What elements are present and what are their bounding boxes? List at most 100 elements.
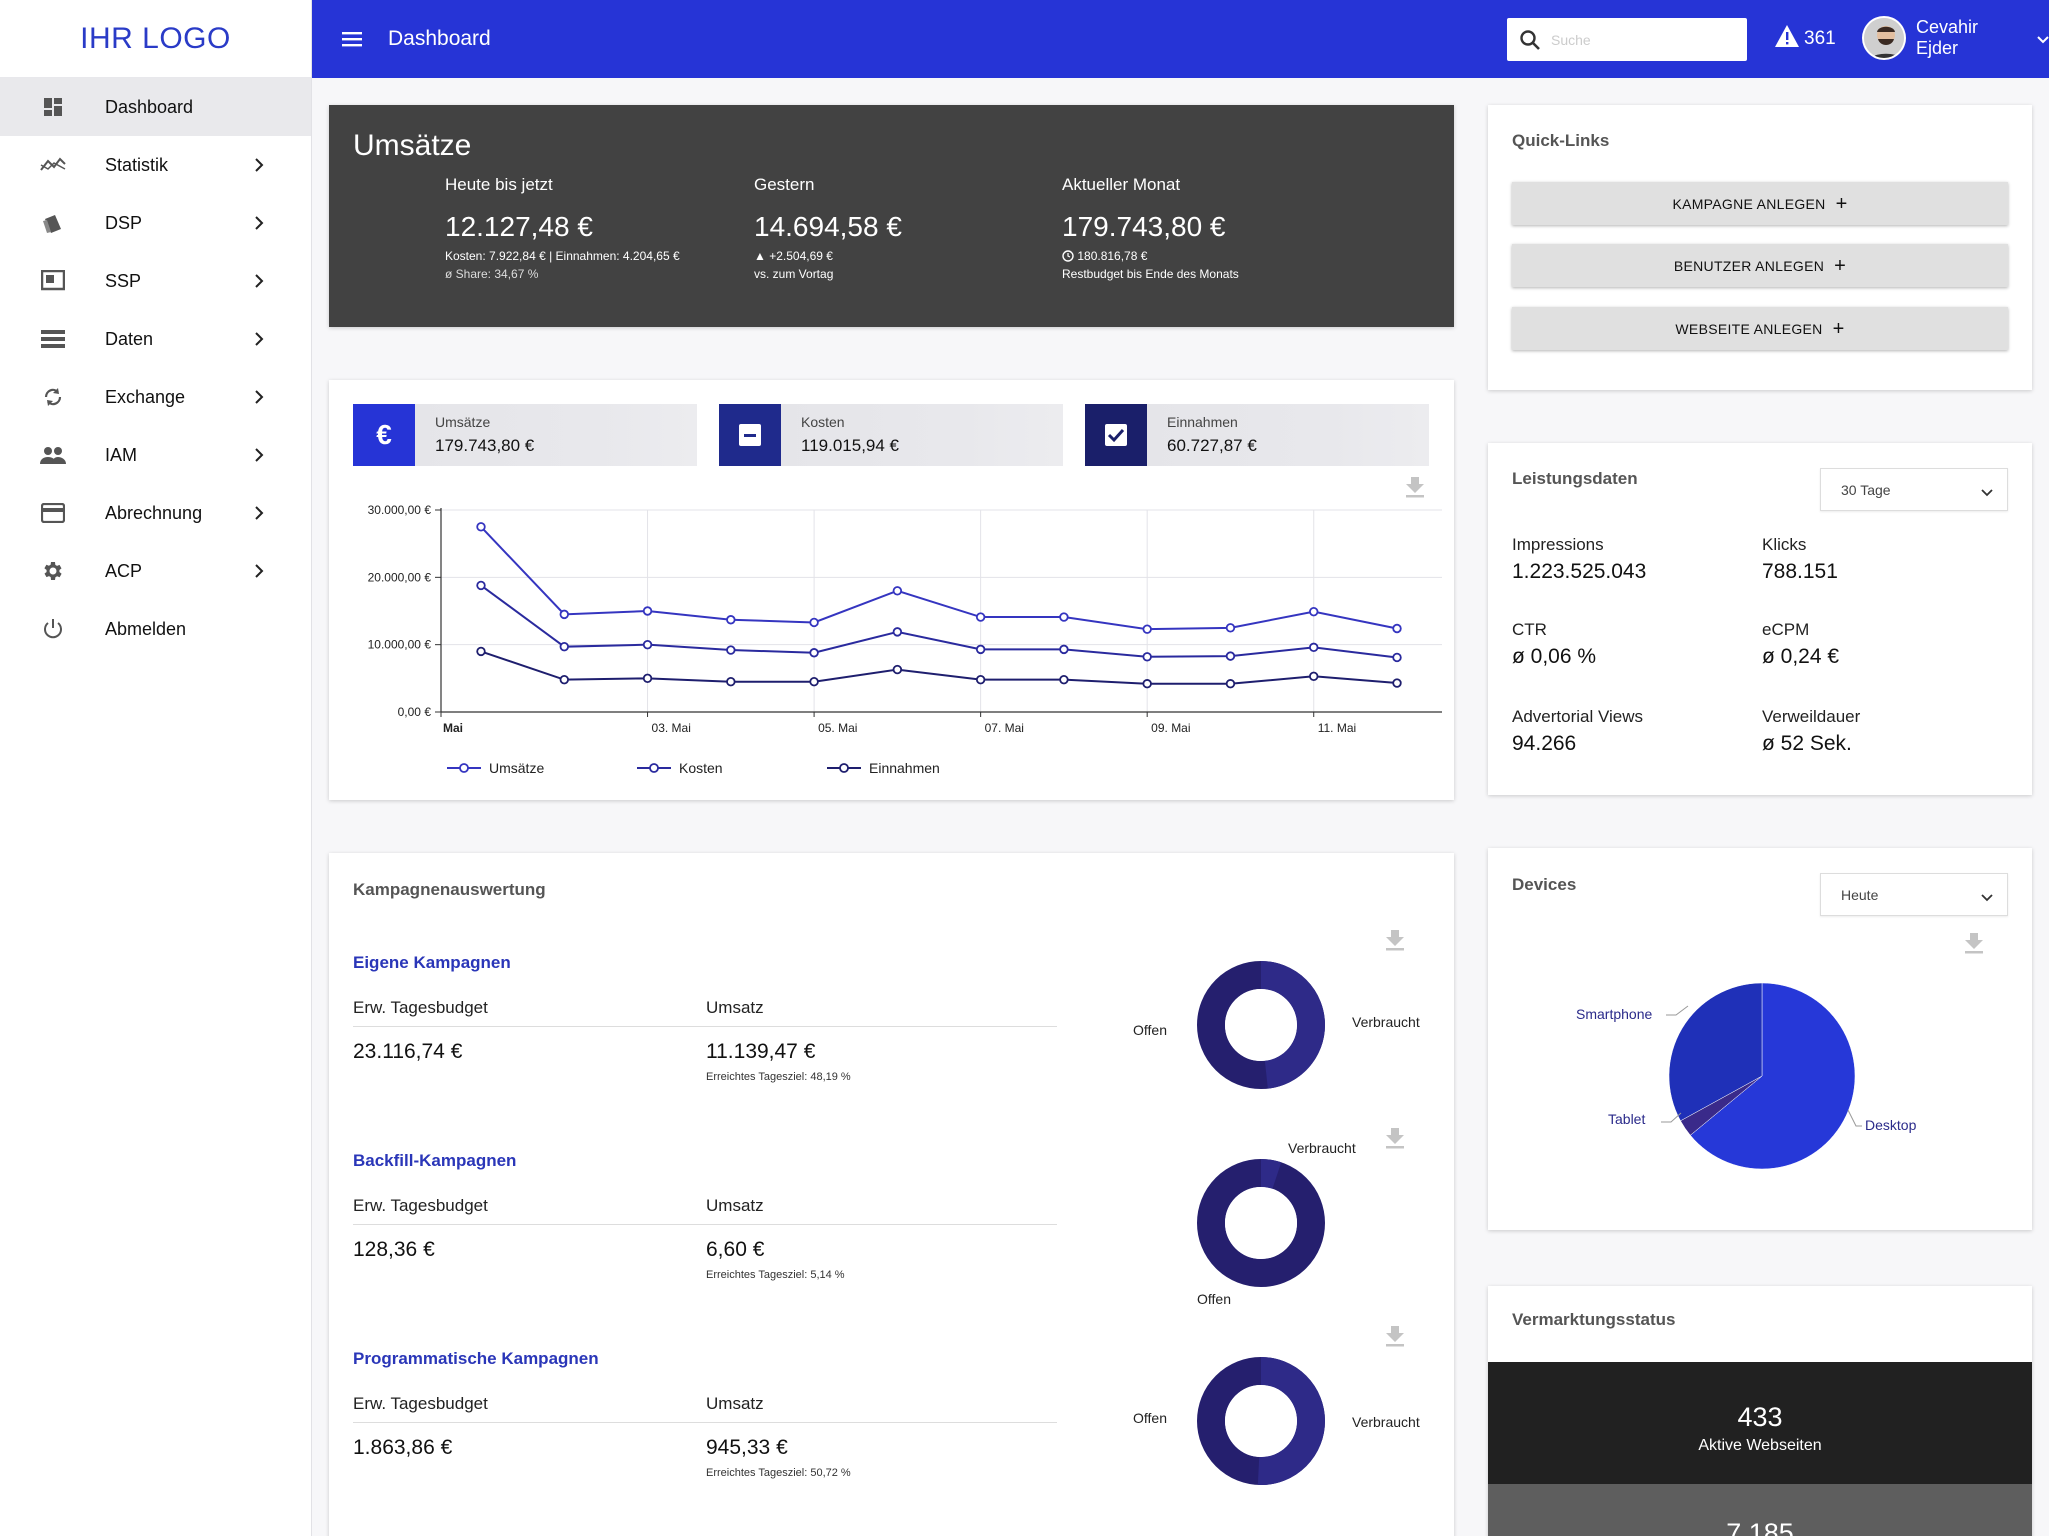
stat-sub: Restbudget bis Ende des Monats [1062, 267, 1239, 281]
warning-icon [1774, 24, 1804, 54]
status-tile-2[interactable]: 7.185 [1488, 1484, 2032, 1536]
devices-range-select[interactable]: Heute [1820, 873, 2008, 916]
data-point[interactable] [559, 609, 569, 620]
logo[interactable]: IHR LOGO [0, 0, 311, 78]
card-title: Quick-Links [1512, 131, 1610, 150]
data-point[interactable] [642, 639, 653, 650]
legend-label[interactable]: Kosten [679, 760, 723, 776]
data-point[interactable] [1225, 623, 1236, 633]
data-point[interactable] [1059, 612, 1069, 622]
data-point[interactable] [1309, 642, 1319, 653]
kpi-umsaetze[interactable]: € Umsätze 179.743,80 € [353, 404, 697, 466]
data-point[interactable] [809, 648, 819, 658]
data-point[interactable] [1392, 678, 1402, 688]
metric-value: 94.266 [1512, 732, 1577, 755]
webseite-anlegen-button[interactable]: WEBSEITE ANLEGEN + [1512, 307, 2008, 350]
sidebar-item-ssp[interactable]: SSP [0, 252, 311, 310]
cards-icon [40, 210, 66, 236]
data-point[interactable] [642, 606, 653, 616]
vermarktungsstatus-card: Vermarktungsstatus 433 Aktive Webseiten … [1488, 1286, 2032, 1536]
x-tick-label: 09. Mai [1151, 721, 1190, 735]
data-point[interactable] [975, 612, 986, 622]
divider [353, 1224, 1057, 1225]
kpi-einnahmen[interactable]: Einnahmen 60.727,87 € [1085, 404, 1429, 466]
pie-slice-smartphone[interactable] [1668, 982, 1763, 1122]
sidebar-item-daten[interactable]: Daten [0, 310, 311, 368]
data-point[interactable] [559, 641, 569, 652]
data-point[interactable] [1309, 671, 1319, 682]
download-icon[interactable] [1964, 932, 1984, 954]
search-box[interactable] [1507, 18, 1747, 61]
donut-verbraucht-slice[interactable] [1197, 1159, 1325, 1287]
chevron-right-icon [252, 274, 266, 288]
donut-chart-programmatisch [1197, 1357, 1325, 1485]
download-icon[interactable] [1385, 1325, 1405, 1347]
campaign-title[interactable]: Eigene Kampagnen [353, 953, 511, 972]
kpi-kosten[interactable]: Kosten 119.015,94 € [719, 404, 1063, 466]
campaign-umsatz-value: 6,60 € [706, 1238, 765, 1261]
alerts-button[interactable]: 361 [1774, 24, 1836, 54]
donut-chart-eigene [1197, 961, 1325, 1089]
data-point[interactable] [892, 586, 903, 596]
campaign-title[interactable]: Programmatische Kampagnen [353, 1349, 599, 1368]
data-point[interactable] [726, 615, 736, 625]
data-point[interactable] [726, 677, 736, 687]
sidebar-item-exchange[interactable]: Exchange [0, 368, 311, 426]
data-point[interactable] [559, 674, 569, 685]
data-point[interactable] [975, 644, 986, 655]
data-point[interactable] [1225, 679, 1236, 689]
data-point[interactable] [726, 645, 736, 655]
data-point[interactable] [1392, 652, 1402, 663]
active-websites-tile[interactable]: 433 Aktive Webseiten [1488, 1362, 2032, 1484]
legend-label[interactable]: Einnahmen [869, 760, 940, 776]
data-point[interactable] [476, 646, 486, 657]
campaign-title[interactable]: Backfill-Kampagnen [353, 1151, 517, 1170]
campaign-umsatz-label: Umsatz [706, 1196, 764, 1215]
donut-verbraucht-slice[interactable] [1197, 961, 1325, 1089]
data-point[interactable] [476, 580, 486, 591]
data-point[interactable] [975, 674, 986, 685]
data-point[interactable] [476, 522, 486, 532]
campaign-budget-value: 23.116,74 € [353, 1040, 463, 1063]
benutzer-anlegen-button[interactable]: BENUTZER ANLEGEN + [1512, 244, 2008, 287]
data-point[interactable] [1142, 624, 1152, 634]
pie-label-smartphone: Smartphone [1576, 1006, 1653, 1022]
sidebar-item-abmelden[interactable]: Abmelden [0, 600, 311, 658]
data-point[interactable] [892, 664, 903, 675]
download-icon[interactable] [1385, 929, 1405, 951]
metric-label: eCPM [1762, 620, 1810, 639]
data-point[interactable] [809, 677, 819, 687]
data-point[interactable] [809, 617, 819, 628]
legend-label[interactable]: Umsätze [489, 760, 544, 776]
data-point[interactable] [1142, 679, 1152, 689]
sidebar-item-dsp[interactable]: DSP [0, 194, 311, 252]
sidebar-item-dashboard[interactable]: Dashboard [0, 78, 311, 136]
data-point[interactable] [892, 627, 903, 637]
user-menu[interactable]: Cevahir Ejder [1862, 16, 2049, 60]
sidebar-item-acp[interactable]: ACP [0, 542, 311, 600]
range-select[interactable]: 30 Tage [1820, 468, 2008, 511]
donut-verbraucht-slice[interactable] [1197, 1357, 1325, 1485]
kpi-title: Umsätze [435, 414, 491, 430]
data-point[interactable] [1392, 623, 1402, 634]
sidebar-item-iam[interactable]: IAM [0, 426, 311, 484]
hamburger-menu-icon[interactable] [340, 27, 364, 51]
data-point[interactable] [1225, 651, 1236, 661]
data-point[interactable] [1309, 606, 1319, 617]
chevron-right-icon [252, 390, 266, 404]
search-input[interactable] [1551, 31, 1731, 48]
download-icon[interactable] [1405, 476, 1425, 498]
sidebar-item-statistik[interactable]: Statistik [0, 136, 311, 194]
kampagne-anlegen-button[interactable]: KAMPAGNE ANLEGEN + [1512, 182, 2008, 225]
data-point[interactable] [1059, 644, 1069, 655]
download-icon[interactable] [1385, 1127, 1405, 1149]
monitor-icon [40, 268, 66, 294]
data-point[interactable] [642, 673, 653, 684]
chevron-right-icon [252, 158, 266, 172]
data-point[interactable] [1059, 674, 1069, 685]
sidebar-item-abrechnung[interactable]: Abrechnung [0, 484, 311, 542]
button-label: KAMPAGNE ANLEGEN [1672, 195, 1826, 212]
sync-icon [40, 384, 66, 410]
pie-slice-desktop[interactable] [1689, 982, 1856, 1170]
data-point[interactable] [1142, 652, 1152, 662]
